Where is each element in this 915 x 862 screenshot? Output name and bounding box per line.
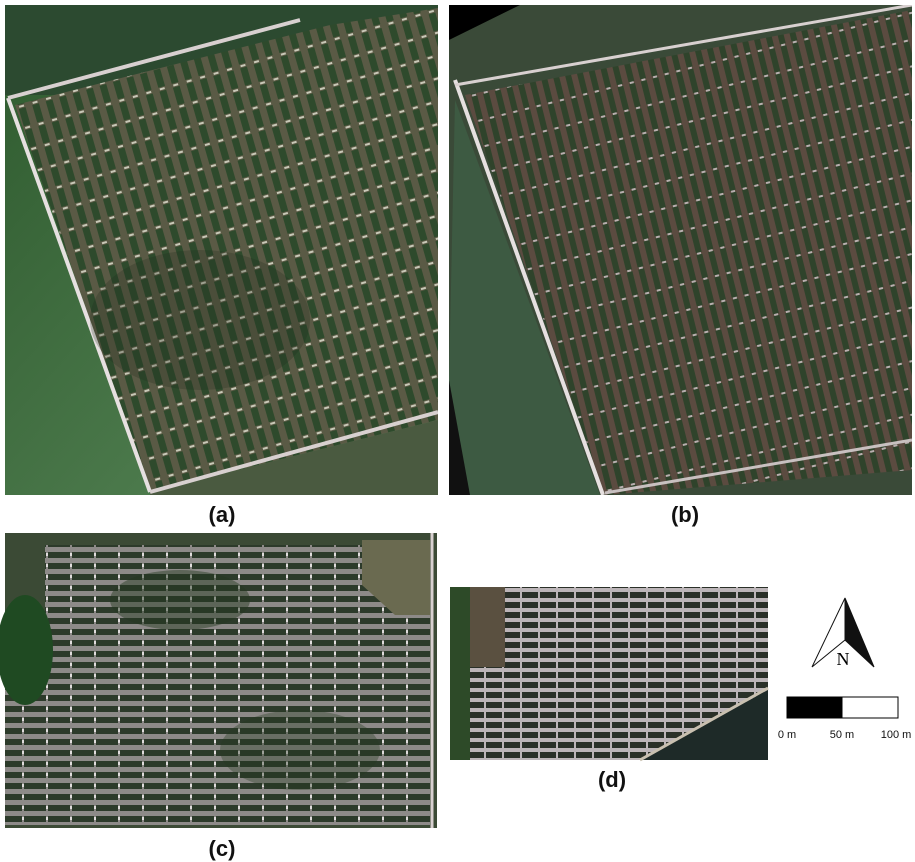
image-b bbox=[449, 5, 912, 495]
panel-label: (a) bbox=[209, 502, 236, 527]
north-arrow: N bbox=[812, 598, 874, 669]
image-c bbox=[0, 533, 437, 828]
scale-label: 50 m bbox=[830, 729, 854, 741]
image-a bbox=[5, 5, 438, 495]
panel-label: (b) bbox=[671, 502, 699, 527]
scale-bar: 0 m 50 m 100 m bbox=[778, 697, 911, 741]
panel-label: (c) bbox=[209, 836, 236, 861]
scale-label: 100 m bbox=[881, 729, 912, 741]
figure: (a) (b) (c) (d) N bbox=[0, 0, 915, 862]
scale-label: 0 m bbox=[778, 729, 796, 741]
image-d bbox=[450, 587, 768, 760]
north-label: N bbox=[837, 649, 850, 669]
panel-label: (d) bbox=[598, 767, 626, 792]
